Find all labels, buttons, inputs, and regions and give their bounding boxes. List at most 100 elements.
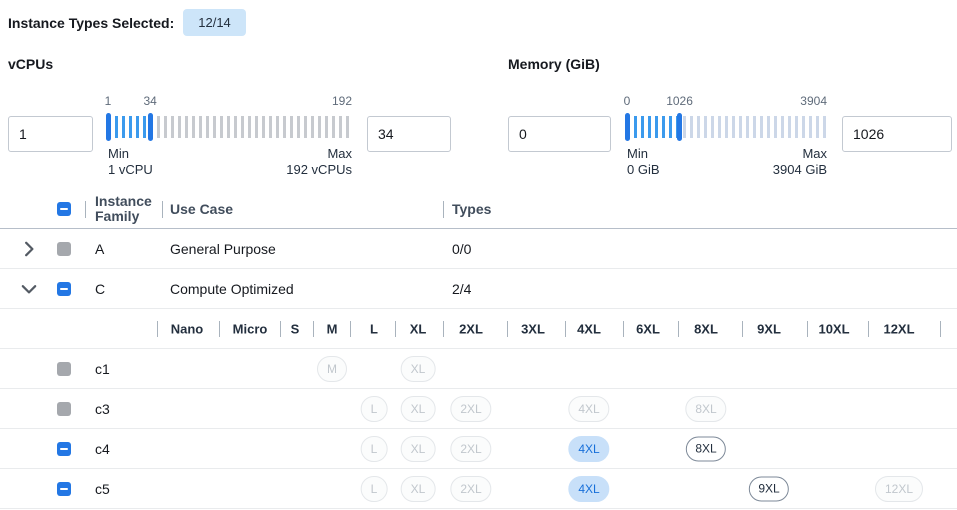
size-pill-4xl[interactable]: 4XL [568,475,610,502]
family-name: C [95,280,106,297]
size-column-header: 2XL [459,321,483,336]
vcpus-max-input[interactable] [367,116,451,152]
size-pill-xl: XL [400,355,436,382]
column-separator [443,201,444,218]
family-a-expand-button[interactable] [20,240,38,258]
instance-name: c1 [95,360,110,377]
size-pill-2xl: 2XL [450,475,492,502]
table-header-row: Instance Family Use Case Types [0,190,957,229]
instance-c4-checkbox[interactable] [57,441,71,456]
vcpus-min-caption: Min 1 vCPU [108,146,153,178]
vcpus-slider-high-handle[interactable] [147,113,153,141]
use-case-column-header: Use Case [170,201,234,217]
size-column-header: L [370,321,378,336]
size-column-header: 12XL [883,321,915,336]
memory-max-caption-line1: Max [802,146,827,161]
memory-min-caption-line2: 0 GiB [627,162,660,177]
memory-max-tick-label: 3904 [800,94,827,108]
instance-family-column-header: Instance Family [95,193,152,224]
size-column-header: 9XL [757,321,781,336]
memory-high-tick-label: 1026 [666,94,693,108]
instance-c5-checkbox[interactable] [57,481,71,496]
column-separator [85,201,86,218]
size-column-header: Nano [170,321,204,336]
memory-title: Memory (GiB) [508,56,600,72]
column-separator [350,321,351,337]
column-separator [623,321,624,337]
size-columns-header-row: Nano Micro S M L XL 2XL 3XL 4XL 6XL 8XL … [0,309,957,349]
memory-min-caption-line1: Min [627,146,648,161]
memory-slider-low-handle[interactable] [624,113,630,141]
vcpus-range-slider[interactable]: 1 34 192 Min 1 vCPU Max 192 vCPUs [104,94,352,180]
instance-c1-checkbox [57,361,71,376]
size-pill-2xl: 2XL [450,435,492,462]
size-pill-8xl[interactable]: 8XL [685,436,727,461]
memory-low-tick-label: 0 [623,94,631,108]
size-pill-9xl[interactable]: 9XL [748,476,790,501]
chevron-right-icon [25,241,34,256]
size-column-header: Micro [232,321,268,336]
column-separator [395,321,396,337]
size-column-header: 6XL [636,321,660,336]
size-column-header: XL [409,321,427,336]
vcpus-min-caption-line2: 1 vCPU [108,162,153,177]
vcpus-slider-track[interactable] [108,116,352,138]
vcpus-high-tick-label: 34 [143,94,157,108]
column-separator [868,321,869,337]
types-column-header: Types [452,201,492,217]
family-types-count: 2/4 [452,280,472,297]
size-pill-4xl: 4XL [568,395,610,422]
size-pill-xl: XL [400,435,436,462]
selected-count-badge: 12/14 [183,9,246,36]
vcpus-title: vCPUs [8,56,54,72]
memory-max-caption: Max 3904 GiB [773,146,827,178]
instance-name: c3 [95,400,110,417]
size-column-header: 10XL [818,321,850,336]
vcpus-low-tick-label: 1 [104,94,112,108]
instance-row-c5: c5 L XL 2XL 4XL 9XL 12XL [0,469,957,509]
column-separator [742,321,743,337]
vcpus-max-caption: Max 192 vCPUs [286,146,352,178]
instance-row-c3: c3 L XL 2XL 4XL 8XL [0,389,957,429]
column-separator [807,321,808,337]
vcpus-slider-selected-range [108,116,151,138]
instance-row-c1: c1 M XL [0,349,957,389]
size-pill-12xl: 12XL [874,475,924,502]
memory-slider-high-handle[interactable] [677,113,683,141]
column-separator [157,321,158,337]
column-separator [940,321,941,337]
family-types-count: 0/0 [452,240,472,257]
memory-min-caption: Min 0 GiB [627,146,660,178]
family-row-a: A General Purpose 0/0 [0,229,957,269]
column-separator [678,321,679,337]
memory-max-input[interactable] [842,116,952,152]
vcpus-filter: vCPUs 1 34 192 Min 1 vCPU Max 192 vCPUs [8,56,451,181]
family-use-case: General Purpose [170,240,276,257]
instance-name: c4 [95,440,110,457]
column-separator [507,321,508,337]
vcpus-slider-low-handle[interactable] [105,113,111,141]
size-pill-l: L [360,395,388,422]
size-pill-xl: XL [400,395,436,422]
chevron-down-icon [21,284,37,293]
memory-slider-selected-range [627,116,680,138]
instance-family-table: Instance Family Use Case Types A General… [0,190,957,509]
memory-max-caption-line2: 3904 GiB [772,162,827,177]
family-c-collapse-button[interactable] [20,280,38,298]
vcpus-max-caption-line2: 192 vCPUs [286,162,352,177]
vcpus-min-input[interactable] [8,116,93,152]
vcpus-min-caption-line1: Min [108,146,129,161]
select-all-checkbox[interactable] [57,202,71,216]
memory-range-slider[interactable]: 0 1026 3904 Min 0 GiB Max 3904 GiB [623,94,827,180]
family-name: A [95,240,105,257]
memory-filter: Memory (GiB) 0 1026 3904 Min 0 GiB Max 3… [508,56,953,181]
family-c-checkbox[interactable] [57,281,71,296]
memory-min-input[interactable] [508,116,611,152]
column-separator [219,321,220,337]
size-pill-4xl[interactable]: 4XL [568,435,610,462]
column-separator [280,321,281,337]
family-use-case: Compute Optimized [170,280,294,297]
family-a-checkbox [57,241,71,256]
size-column-header: 4XL [577,321,601,336]
size-pill-xl: XL [400,475,436,502]
